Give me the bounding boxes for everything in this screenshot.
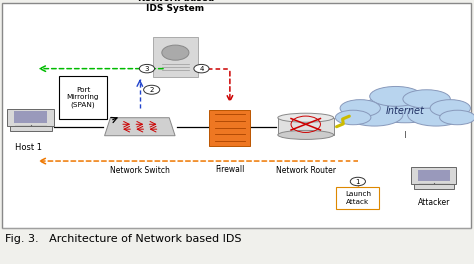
- Text: 3: 3: [145, 66, 149, 72]
- FancyBboxPatch shape: [153, 37, 198, 77]
- Ellipse shape: [363, 94, 448, 123]
- Text: Launch
Attack: Launch Attack: [345, 191, 371, 205]
- Text: Network Router: Network Router: [276, 166, 336, 175]
- Text: 1: 1: [356, 178, 360, 185]
- Text: Internet: Internet: [386, 106, 425, 116]
- Text: Host 1: Host 1: [15, 143, 42, 152]
- Ellipse shape: [430, 100, 470, 117]
- FancyBboxPatch shape: [278, 118, 334, 135]
- Ellipse shape: [403, 90, 450, 108]
- Ellipse shape: [340, 100, 380, 117]
- FancyBboxPatch shape: [336, 187, 379, 209]
- Text: Network-based
IDS System: Network-based IDS System: [137, 0, 214, 13]
- Text: 2: 2: [149, 87, 154, 93]
- Circle shape: [162, 45, 189, 60]
- Ellipse shape: [408, 103, 465, 126]
- Circle shape: [139, 64, 155, 73]
- Circle shape: [350, 177, 365, 186]
- Ellipse shape: [336, 110, 371, 125]
- FancyBboxPatch shape: [418, 170, 450, 181]
- FancyBboxPatch shape: [2, 3, 471, 228]
- Text: Attacker: Attacker: [418, 198, 450, 207]
- Text: Port
Mirroring
(SPAN): Port Mirroring (SPAN): [67, 87, 99, 108]
- FancyBboxPatch shape: [14, 111, 47, 123]
- FancyBboxPatch shape: [10, 126, 52, 131]
- Ellipse shape: [278, 113, 334, 122]
- Circle shape: [194, 64, 209, 73]
- Ellipse shape: [346, 103, 403, 126]
- FancyBboxPatch shape: [59, 77, 107, 119]
- Circle shape: [144, 85, 160, 94]
- Ellipse shape: [439, 110, 474, 125]
- Text: Firewall: Firewall: [215, 165, 245, 174]
- Text: Fig. 3.   Architecture of Network based IDS: Fig. 3. Architecture of Network based ID…: [5, 234, 241, 244]
- Text: 4: 4: [199, 66, 204, 72]
- FancyBboxPatch shape: [210, 110, 250, 145]
- Text: Network Switch: Network Switch: [110, 166, 170, 175]
- FancyBboxPatch shape: [8, 109, 54, 126]
- Ellipse shape: [278, 130, 334, 139]
- FancyBboxPatch shape: [411, 167, 456, 184]
- FancyBboxPatch shape: [414, 184, 454, 189]
- Ellipse shape: [370, 86, 422, 106]
- Polygon shape: [105, 118, 175, 136]
